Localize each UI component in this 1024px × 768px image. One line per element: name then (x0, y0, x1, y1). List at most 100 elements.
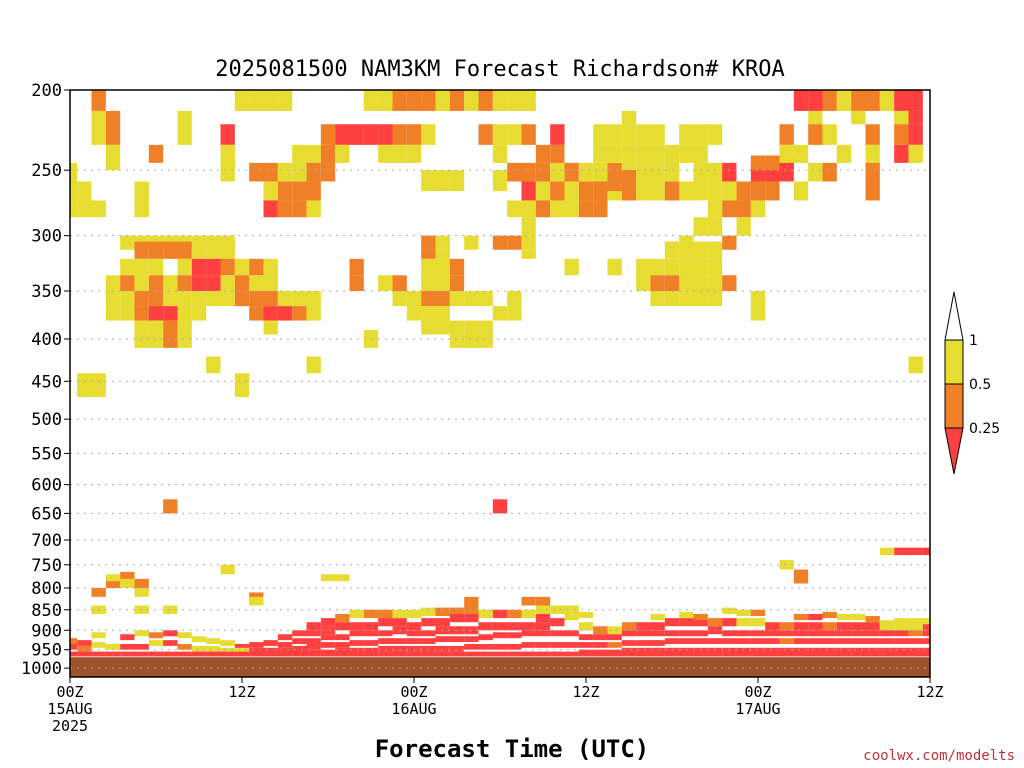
heatmap-cell (120, 291, 135, 307)
heatmap-cell (851, 651, 866, 657)
heatmap-cell (636, 124, 651, 145)
y-tick-label: 300 (31, 227, 62, 247)
heatmap-cell (722, 607, 737, 614)
heatmap-cell (421, 124, 436, 145)
heatmap-cell (335, 647, 350, 654)
heatmap-cell (464, 643, 479, 650)
heatmap-cell (449, 607, 465, 617)
colorbar-label: 0.5 (969, 377, 991, 393)
heatmap-cell (105, 651, 121, 657)
heatmap-cell (292, 200, 307, 218)
heatmap-cell (134, 181, 149, 201)
heatmap-cell (392, 275, 407, 292)
heatmap-cell (263, 162, 278, 182)
heatmap-cell (120, 275, 135, 292)
heatmap-cell (693, 651, 708, 657)
heatmap-cell (335, 613, 350, 623)
heatmap-cell (120, 578, 135, 588)
heatmap-cell (163, 630, 178, 637)
heatmap-cell (435, 235, 450, 250)
heatmap-cell (808, 110, 823, 125)
heatmap-cell (578, 634, 594, 641)
heatmap-cell (191, 636, 207, 643)
x-tick-label: 12Z (228, 683, 255, 701)
heatmap-cell (464, 596, 479, 606)
y-tick-label: 650 (31, 504, 62, 524)
heatmap-cell (77, 651, 92, 657)
heatmap-cell (894, 647, 909, 654)
heatmap-cell (550, 144, 565, 163)
heatmap-cell (249, 596, 264, 606)
heatmap-cell (507, 235, 522, 250)
heatmap-cell (636, 170, 651, 192)
heatmap-cell (220, 241, 235, 259)
heatmap-cell (578, 200, 594, 218)
heatmap-cell (779, 647, 794, 654)
heatmap-cell (908, 630, 923, 637)
heatmap-cell (650, 651, 665, 657)
heatmap-cell (707, 162, 723, 182)
heatmap-cell (406, 609, 422, 619)
heatmap-cell (750, 181, 766, 201)
heatmap-cell (263, 651, 278, 657)
heatmap-cell (134, 587, 149, 597)
heatmap-cell (191, 258, 207, 276)
heatmap-cell (550, 642, 565, 648)
heatmap-cell (177, 258, 192, 276)
chart-title: 2025081500 NAM3KM Forecast Richardson# K… (215, 57, 785, 82)
heatmap-cell (607, 651, 622, 657)
heatmap-cell (263, 90, 278, 111)
heatmap-cell (865, 630, 880, 637)
heatmap-cell (120, 258, 135, 276)
heatmap-cell (836, 144, 852, 163)
heatmap-cell (478, 643, 493, 650)
heatmap-cell (320, 144, 336, 163)
heatmap-cell (664, 181, 680, 201)
heatmap-cell (306, 638, 321, 644)
heatmap-cell (922, 630, 930, 637)
heatmap-cell (836, 90, 852, 111)
heatmap-cell (851, 622, 866, 631)
heatmap-cell (421, 320, 436, 335)
heatmap-cell (865, 90, 880, 111)
heatmap-cell (535, 181, 551, 201)
heatmap-cell (607, 124, 622, 145)
heatmap-cell (449, 170, 465, 192)
heatmap-cell (650, 291, 665, 307)
heatmap-cell (378, 630, 393, 637)
heatmap-cell (908, 124, 923, 145)
heatmap-cell (406, 306, 422, 321)
heatmap-cell (263, 181, 278, 201)
y-tick-label: 850 (31, 601, 62, 621)
heatmap-cell (421, 249, 436, 259)
heatmap-cell (707, 618, 723, 627)
y-tick-label: 550 (31, 444, 62, 464)
heatmap-cell (908, 547, 923, 556)
heatmap-cell (507, 651, 522, 657)
heatmap-cell (120, 634, 135, 641)
x-tick-label: 15AUG (47, 700, 92, 718)
heatmap-cell (564, 642, 579, 648)
heatmap-cell (593, 642, 608, 648)
heatmap-cell (249, 258, 264, 276)
heatmap-cell (249, 651, 264, 657)
heatmap-cell (306, 291, 321, 307)
heatmap-cell (578, 611, 594, 619)
heatmap-cell (421, 645, 436, 652)
y-tick-label: 1000 (21, 659, 62, 679)
heatmap-cell (836, 613, 852, 621)
heatmap-cell (879, 547, 895, 556)
heatmap-cell (306, 651, 321, 657)
heatmap-cell (220, 258, 235, 276)
heatmap-cell (105, 643, 121, 650)
heatmap-cell (722, 651, 737, 657)
heatmap-cell (650, 124, 665, 145)
heatmap-cell (91, 642, 106, 648)
heatmap-cell (277, 291, 293, 307)
heatmap-cell (70, 200, 78, 218)
heatmap-cell (636, 144, 651, 163)
heatmap-cell (736, 181, 751, 201)
heatmap-cell (607, 258, 622, 276)
heatmap-cell (722, 181, 737, 201)
heatmap-cell (779, 630, 794, 637)
